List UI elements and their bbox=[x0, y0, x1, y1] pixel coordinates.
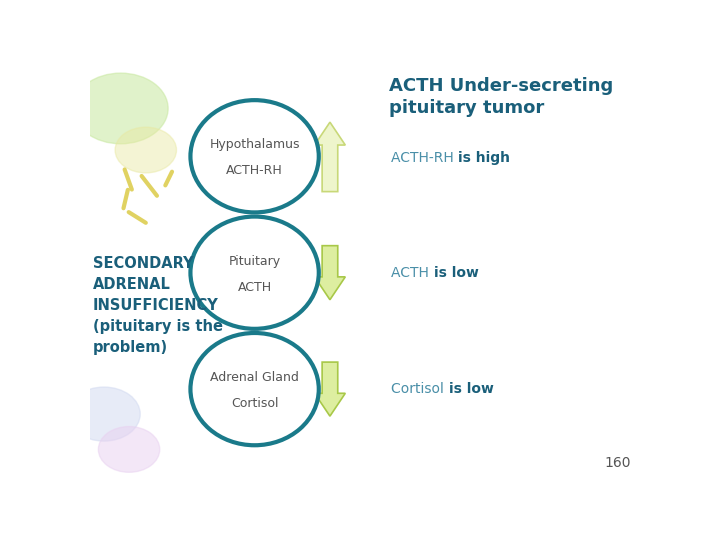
Text: Hypothalamus: Hypothalamus bbox=[210, 138, 300, 151]
Circle shape bbox=[115, 127, 176, 173]
Circle shape bbox=[73, 73, 168, 144]
Text: 160: 160 bbox=[605, 456, 631, 470]
Text: ACTH-RH: ACTH-RH bbox=[226, 164, 283, 177]
Circle shape bbox=[99, 427, 160, 472]
Text: ACTH: ACTH bbox=[392, 266, 433, 280]
Polygon shape bbox=[315, 246, 346, 300]
Ellipse shape bbox=[190, 100, 319, 212]
Ellipse shape bbox=[190, 217, 319, 329]
Ellipse shape bbox=[190, 333, 319, 446]
Polygon shape bbox=[315, 122, 346, 192]
Text: SECONDARY
ADRENAL
INSUFFICIENCY
(pituitary is the
problem): SECONDARY ADRENAL INSUFFICIENCY (pituita… bbox=[93, 256, 222, 355]
Text: Cortisol: Cortisol bbox=[392, 382, 449, 396]
Text: ACTH Under-secreting
pituitary tumor: ACTH Under-secreting pituitary tumor bbox=[389, 77, 613, 118]
Text: is high: is high bbox=[459, 151, 510, 165]
Text: Pituitary: Pituitary bbox=[228, 254, 281, 267]
Text: is low: is low bbox=[433, 266, 479, 280]
Text: is low: is low bbox=[449, 382, 493, 396]
Text: ACTH-RH: ACTH-RH bbox=[392, 151, 459, 165]
Circle shape bbox=[68, 387, 140, 441]
Polygon shape bbox=[315, 362, 346, 416]
Text: Cortisol: Cortisol bbox=[231, 397, 279, 410]
Text: ACTH: ACTH bbox=[238, 281, 271, 294]
Text: Adrenal Gland: Adrenal Gland bbox=[210, 371, 299, 384]
